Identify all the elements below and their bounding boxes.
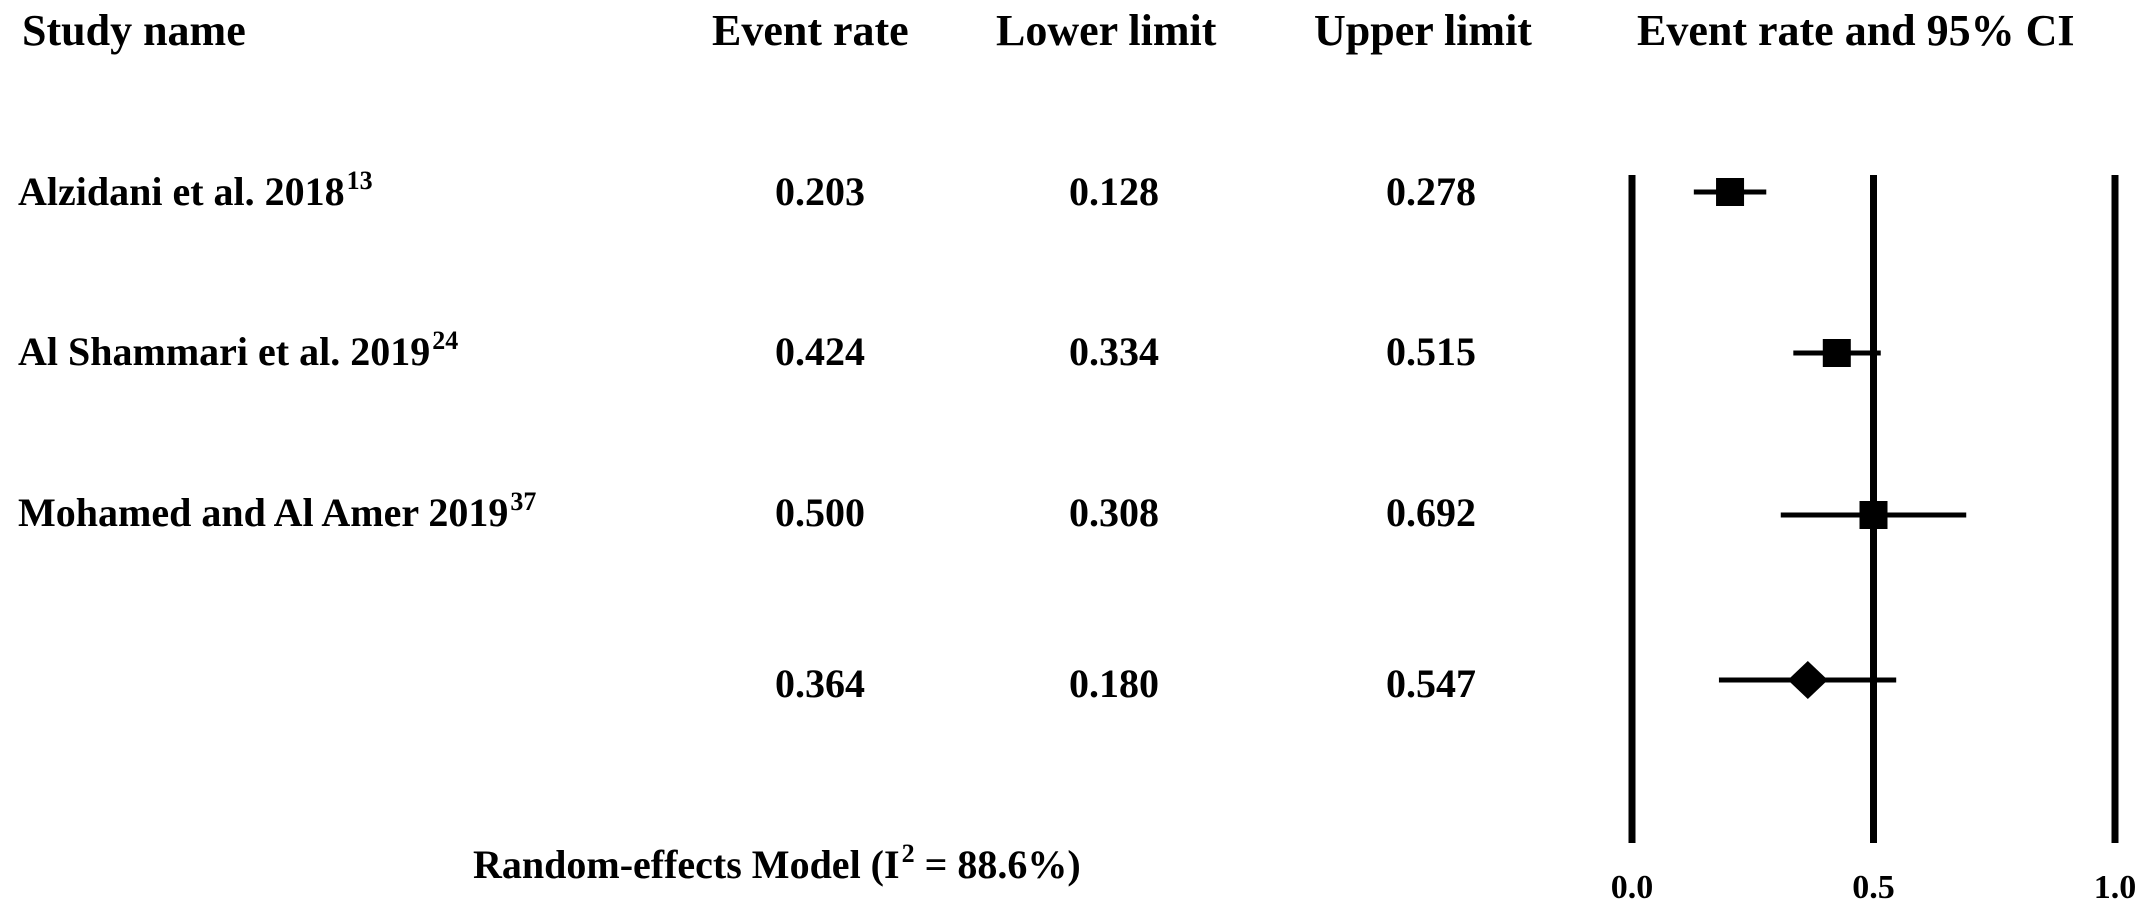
model-label-superscript: 2 [901, 839, 915, 868]
header-event-rate: Event rate [712, 6, 909, 55]
study-point-marker [1822, 339, 1851, 367]
header-lower-limit: Lower limit [996, 6, 1217, 55]
pooled-event-rate: 0.364 [775, 661, 865, 706]
study-reference: 24 [432, 326, 459, 355]
model-label: Random-effects Model (I2 = 88.6%) [473, 839, 1081, 887]
event-rate-value: 0.424 [775, 329, 865, 374]
lower-limit-value: 0.128 [1069, 169, 1159, 214]
study-reference: 13 [346, 166, 373, 195]
header-upper-limit: Upper limit [1314, 6, 1532, 55]
header-study-name: Study name [22, 6, 246, 55]
study-name: Alzidani et al. 201813 [18, 166, 373, 214]
study-point-marker [1859, 501, 1888, 529]
x-tick-label: 1.0 [2094, 869, 2137, 902]
event-rate-value: 0.203 [775, 169, 865, 214]
header-plot-title: Event rate and 95% CI [1637, 6, 2075, 55]
study-point-marker [1716, 178, 1745, 206]
study-name: Mohamed and Al Amer 201937 [18, 487, 537, 535]
upper-limit-value: 0.278 [1386, 169, 1476, 214]
pooled-diamond-marker [1787, 661, 1828, 699]
study-name: Al Shammari et al. 201924 [18, 326, 459, 374]
event-rate-value: 0.500 [775, 490, 865, 535]
upper-limit-value: 0.515 [1386, 329, 1476, 374]
pooled-upper-limit: 0.547 [1386, 661, 1476, 706]
lower-limit-value: 0.308 [1069, 490, 1159, 535]
x-tick-label: 0.0 [1611, 869, 1654, 902]
upper-limit-value: 0.692 [1386, 490, 1476, 535]
study-reference: 37 [510, 487, 537, 516]
pooled-lower-limit: 0.180 [1069, 661, 1159, 706]
lower-limit-value: 0.334 [1069, 329, 1159, 374]
x-tick-label: 0.5 [1852, 869, 1895, 902]
